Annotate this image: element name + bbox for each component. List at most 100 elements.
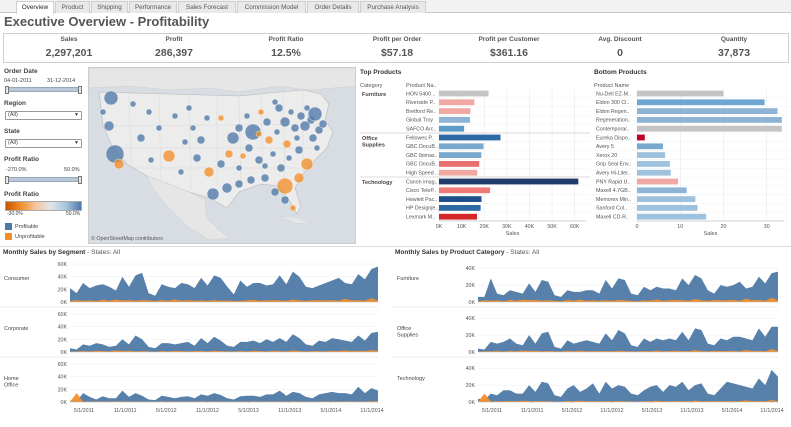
kpi-label: Profit bbox=[165, 36, 183, 43]
x-tick-label: 10 bbox=[677, 224, 683, 230]
y-tick-label: 40K bbox=[466, 266, 476, 272]
unprofitable-area bbox=[478, 297, 778, 302]
profitable-swatch bbox=[5, 223, 12, 230]
tab-performance[interactable]: Performance bbox=[129, 1, 177, 13]
map-dot bbox=[276, 163, 286, 173]
product-label: SAFCO Arc.. bbox=[406, 127, 436, 133]
tab-product[interactable]: Product bbox=[55, 1, 90, 13]
y-tick-label: 0K bbox=[469, 300, 476, 306]
tab-order-details[interactable]: Order Details bbox=[307, 1, 359, 13]
profit-ratio-color-ramp bbox=[5, 201, 82, 211]
x-tick-label: 20K bbox=[480, 224, 490, 230]
x-tick-label: 11/1/2013 bbox=[680, 408, 703, 414]
profit-ratio-slider[interactable] bbox=[5, 176, 82, 184]
x-tick-label: 30 bbox=[764, 224, 770, 230]
tab-commission-model[interactable]: Commission Model bbox=[237, 1, 306, 13]
region-dropdown[interactable]: (All) ▼ bbox=[5, 111, 82, 120]
product-bar bbox=[637, 213, 707, 220]
tab-bar: Overview Product Shipping Performance Sa… bbox=[0, 0, 791, 14]
product-label: Hewlett Pac.. bbox=[406, 197, 437, 203]
product-label: Eldon 300 Cl.. bbox=[596, 100, 629, 106]
order-date-slider[interactable] bbox=[5, 86, 82, 94]
panel-label: Office bbox=[4, 383, 18, 389]
category-chart-title-suffix: - States: All bbox=[506, 249, 540, 256]
product-bar bbox=[637, 169, 671, 176]
map-dot bbox=[235, 164, 243, 172]
page-title: Executive Overview - Profitability bbox=[4, 14, 210, 29]
y-tick-label: 20K bbox=[58, 387, 68, 393]
map-dot bbox=[271, 98, 279, 106]
unprofitable-area bbox=[70, 350, 378, 352]
product-bar bbox=[637, 125, 782, 132]
slider-handle-end[interactable] bbox=[78, 86, 82, 94]
state-label: State bbox=[4, 128, 20, 135]
product-label: Avery 5 bbox=[596, 144, 614, 150]
category-label: Technology bbox=[362, 180, 393, 186]
map-dot bbox=[269, 150, 277, 158]
y-tick-label: 20K bbox=[466, 283, 476, 289]
y-tick-label: 40K bbox=[58, 275, 68, 281]
map-dot bbox=[287, 108, 295, 116]
map-dot bbox=[285, 154, 293, 162]
kpi-label: Avg. Discount bbox=[598, 36, 642, 43]
map-dot bbox=[282, 139, 292, 149]
product-bar bbox=[637, 178, 679, 185]
slider-handle-start[interactable] bbox=[5, 86, 9, 94]
product-header: Product Name bbox=[594, 83, 629, 89]
map-dot bbox=[196, 135, 206, 145]
state-borders bbox=[102, 91, 326, 191]
cuba-island bbox=[278, 215, 312, 225]
product-bar bbox=[439, 125, 465, 132]
legend-max: 50.0% bbox=[66, 211, 81, 217]
product-bar bbox=[439, 99, 475, 106]
x-tick-label: 40K bbox=[525, 224, 535, 230]
map-dot bbox=[99, 108, 107, 116]
x-tick-label: 10K bbox=[457, 224, 467, 230]
category-label: Office bbox=[362, 136, 378, 142]
x-tick-label: 5/1/2012 bbox=[156, 408, 177, 414]
map-dot bbox=[147, 156, 155, 164]
map-dots-layer bbox=[99, 90, 328, 212]
panel-label: Furniture bbox=[397, 276, 419, 282]
order-date-start: 04-01-2011 bbox=[4, 78, 32, 84]
kpi-band: Sales 2,297,201 Profit 286,397 Profit Ra… bbox=[3, 33, 789, 63]
y-tick-label: 0K bbox=[61, 400, 68, 406]
tab-sales-forecast[interactable]: Sales Forecast bbox=[178, 1, 236, 13]
kpi-profit-ratio: Profit Ratio 12.5% bbox=[236, 36, 336, 59]
tab-shipping[interactable]: Shipping bbox=[91, 1, 128, 13]
map-dot bbox=[318, 119, 328, 129]
product-label: Cisco TeleP.. bbox=[406, 188, 436, 194]
category-label: Supplies bbox=[362, 143, 385, 149]
product-bar bbox=[637, 196, 696, 202]
product-bar bbox=[439, 187, 491, 194]
slider-handle-start[interactable] bbox=[5, 176, 9, 184]
x-tick-label: 11/1/2014 bbox=[760, 408, 783, 414]
profit-map[interactable]: © OpenStreetMap contributors bbox=[88, 67, 356, 244]
panel-label: Office bbox=[397, 326, 411, 332]
slider-handle-end[interactable] bbox=[78, 176, 82, 184]
kpi-value: 286,397 bbox=[155, 47, 193, 59]
y-tick-label: 40K bbox=[58, 325, 68, 331]
product-bar bbox=[637, 187, 687, 194]
product-label: Lexmark M.. bbox=[406, 215, 435, 221]
product-bar bbox=[637, 90, 724, 97]
map-dot bbox=[303, 104, 311, 112]
y-tick-label: 20K bbox=[58, 287, 68, 293]
tab-purchase-analysis[interactable]: Purchase Analysis bbox=[360, 1, 426, 13]
product-label: Grip Seal Env.. bbox=[596, 162, 631, 168]
map-dot bbox=[155, 124, 163, 132]
product-bar bbox=[637, 161, 670, 167]
panel-label: Consumer bbox=[4, 276, 30, 282]
kpi-label: Profit per Order bbox=[372, 36, 422, 43]
product-label: PNY Rapid U.. bbox=[596, 179, 630, 185]
kpi-value: $57.18 bbox=[380, 47, 414, 59]
x-tick-label: 11/1/2011 bbox=[521, 408, 544, 414]
y-tick-label: 0K bbox=[469, 350, 476, 356]
panel-label: Supplies bbox=[397, 333, 418, 339]
map-dot bbox=[244, 143, 254, 153]
y-tick-label: 0K bbox=[61, 300, 68, 306]
state-dropdown[interactable]: (All) ▼ bbox=[5, 139, 82, 148]
canada-landmass bbox=[89, 68, 355, 93]
tab-overview[interactable]: Overview bbox=[16, 1, 54, 14]
y-tick-label: 20K bbox=[466, 333, 476, 339]
